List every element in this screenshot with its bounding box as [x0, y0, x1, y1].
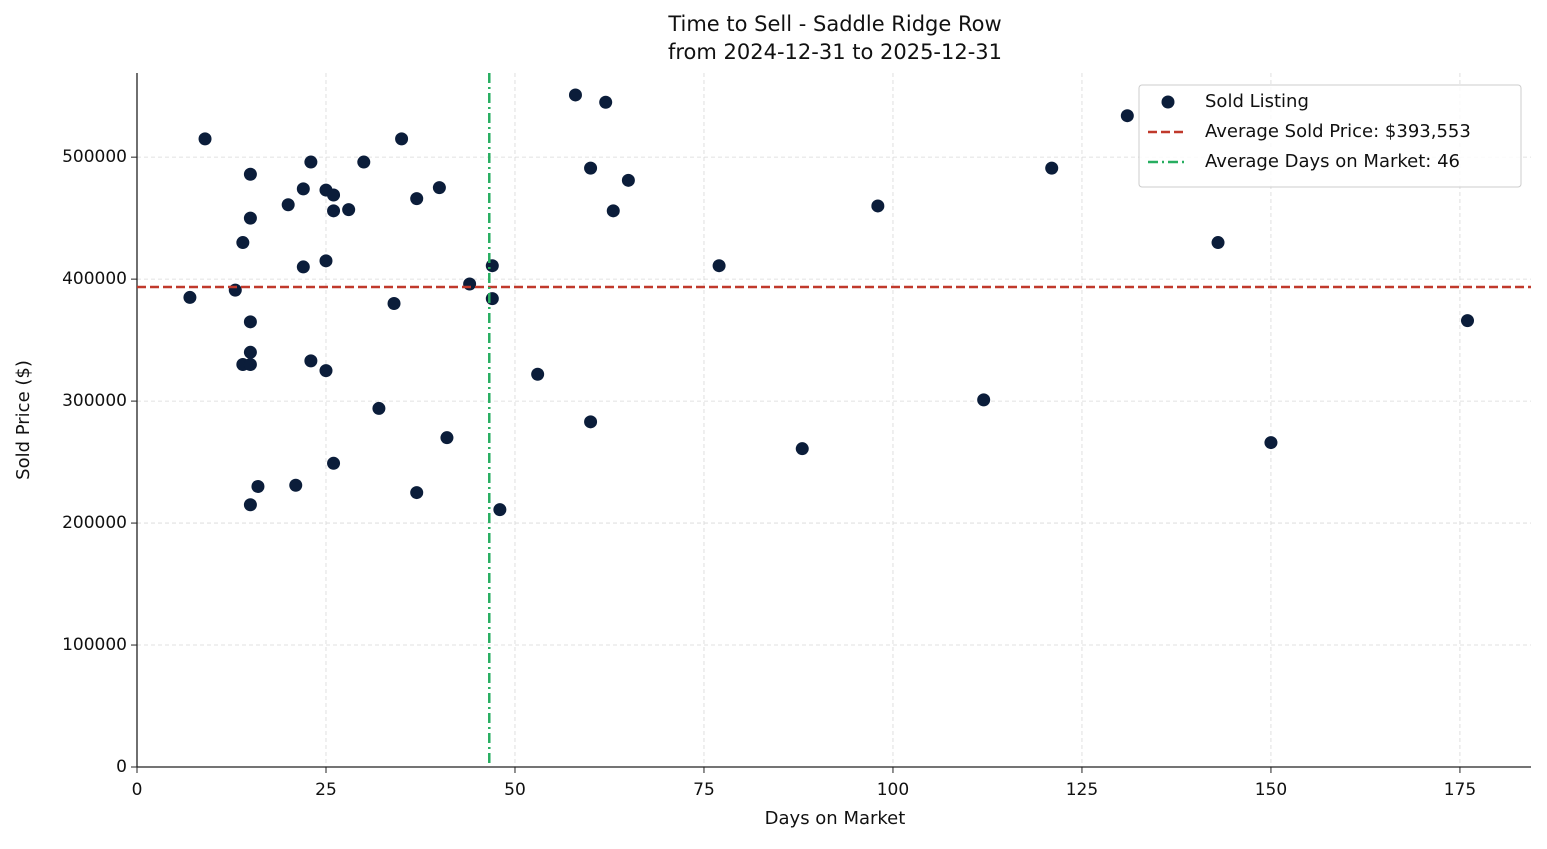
point [977, 393, 991, 407]
point [243, 345, 257, 359]
point [1264, 436, 1278, 450]
point [243, 167, 257, 181]
legend-label: Sold Listing [1205, 91, 1309, 112]
point [568, 88, 582, 102]
point [599, 95, 613, 109]
point [281, 198, 295, 212]
x-tick-label: 0 [132, 780, 143, 800]
y-tick-label: 100000 [62, 635, 127, 655]
point [304, 155, 318, 169]
x-tick-label: 175 [1444, 780, 1476, 800]
point [871, 199, 885, 213]
point [712, 259, 726, 273]
point [327, 456, 341, 470]
y-axis-label: Sold Price ($) [13, 360, 34, 480]
point [296, 182, 310, 196]
point [485, 292, 499, 306]
point [440, 431, 454, 445]
x-tick-label: 100 [877, 780, 909, 800]
legend-label: Average Sold Price: $393,553 [1205, 121, 1471, 142]
point [372, 401, 386, 415]
y-tick-label: 0 [116, 757, 127, 777]
point [327, 204, 341, 218]
point [1460, 314, 1474, 328]
point [584, 415, 598, 429]
point [319, 364, 333, 378]
x-tick-label: 150 [1255, 780, 1287, 800]
point [795, 442, 809, 456]
point [243, 211, 257, 225]
legend-box [1138, 84, 1522, 188]
point [198, 132, 212, 146]
x-tick-label: 25 [315, 780, 337, 800]
point [1045, 161, 1059, 175]
y-tick-label: 200000 [62, 513, 127, 533]
point [606, 204, 620, 218]
point [410, 486, 424, 500]
point [463, 277, 477, 291]
point [1211, 236, 1225, 250]
point [327, 188, 341, 202]
point [183, 290, 197, 304]
point [243, 498, 257, 512]
point [251, 479, 265, 493]
point [243, 358, 257, 372]
point [319, 254, 333, 268]
point [395, 132, 409, 146]
point [357, 155, 371, 169]
x-tick-label: 75 [693, 780, 715, 800]
y-tick-label: 300000 [62, 391, 127, 411]
point [289, 478, 303, 492]
point [531, 367, 545, 381]
point [584, 161, 598, 175]
point [243, 315, 257, 329]
x-tick-label: 50 [504, 780, 526, 800]
point [228, 283, 242, 297]
x-axis-label: Days on Market [765, 808, 906, 829]
point [296, 260, 310, 274]
point [410, 192, 424, 206]
point [621, 173, 635, 187]
legend-marker [1161, 95, 1175, 109]
point [387, 297, 401, 311]
point [342, 203, 356, 217]
point [236, 236, 250, 250]
chart-subtitle: from 2024-12-31 to 2025-12-31 [668, 40, 1002, 64]
point [304, 354, 318, 368]
y-tick-label: 500000 [62, 147, 127, 167]
chart-title: Time to Sell - Saddle Ridge Row [667, 12, 1001, 36]
x-tick-label: 125 [1066, 780, 1098, 800]
legend-label: Average Days on Market: 46 [1205, 151, 1460, 172]
point [493, 503, 507, 517]
y-tick-label: 400000 [62, 269, 127, 289]
point [1120, 109, 1134, 123]
point [485, 259, 499, 273]
point [432, 181, 446, 195]
